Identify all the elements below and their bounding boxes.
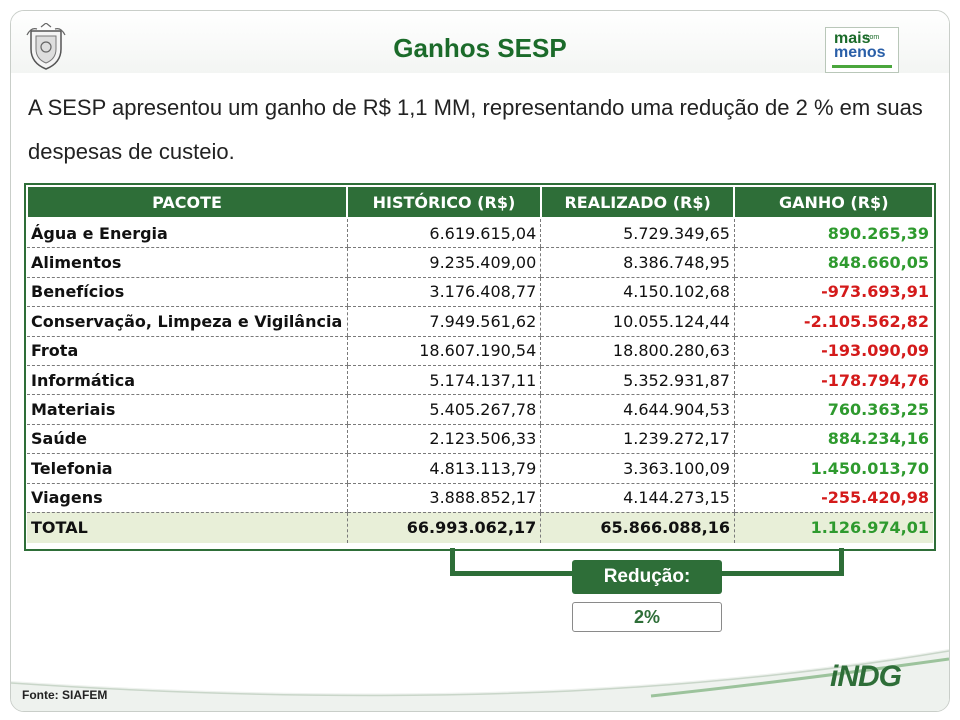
cell-historico: 66.993.062,17 (346, 512, 541, 543)
cell-ganho: -178.794,76 (733, 365, 933, 396)
table-row: Água e Energia 6.619.615,04 5.729.349,65 89… (27, 218, 933, 249)
cell-ganho: 1.450.013,70 (733, 453, 933, 484)
cell-pacote: TOTAL (27, 512, 348, 543)
table-header-row: PACOTE HISTÓRICO (R$) REALIZADO (R$) GAN… (25, 185, 934, 219)
table-row: Conservação, Limpeza e Vigilância 7.949.5… (27, 306, 933, 337)
col-header-pacote: PACOTE (25, 185, 349, 219)
cell-pacote: Conservação, Limpeza e Vigilância (27, 306, 348, 337)
cell-historico: 3.888.852,17 (346, 483, 541, 513)
cell-historico: 7.949.561,62 (346, 306, 541, 337)
cell-ganho: -193.090,09 (733, 336, 933, 366)
cell-historico: 18.607.190,54 (346, 336, 541, 366)
cell-pacote: Telefonia (27, 453, 348, 484)
coat-of-arms-icon (26, 23, 66, 70)
cell-ganho: -255.420,98 (733, 483, 933, 513)
table-row: Informática 5.174.137,11 5.352.931,87 -178.… (27, 365, 933, 396)
table-row: Alimentos 9.235.409,00 8.386.748,95 848.660… (27, 247, 933, 278)
cell-ganho: 890.265,39 (733, 218, 933, 249)
cell-realizado: 4.144.273,15 (540, 483, 735, 513)
col-header-realizado: REALIZADO (R$) (539, 185, 736, 219)
col-header-historico: HISTÓRICO (R$) (346, 185, 542, 219)
cell-historico: 5.174.137,11 (346, 365, 541, 396)
cell-realizado: 4.150.102,68 (540, 277, 735, 308)
cell-pacote: Saúde (27, 424, 348, 455)
table-row: Saúde 2.123.506,33 1.239.272,17 884.234,16 (27, 424, 933, 455)
table-row: Frota 18.607.190,54 18.800.280,63 -193.090,… (27, 336, 933, 366)
cell-realizado: 8.386.748,95 (540, 247, 735, 278)
footer-swoosh-decoration (11, 649, 949, 711)
logo-text-bottom: menos (834, 44, 886, 61)
cell-pacote: Água e Energia (27, 218, 348, 249)
cell-pacote: Viagens (27, 483, 348, 513)
cell-realizado: 10.055.124,44 (540, 306, 735, 337)
table-row: Benefícios 3.176.408,77 4.150.102,68 -973.6… (27, 277, 933, 308)
cell-historico: 6.619.615,04 (346, 218, 541, 249)
logo-underline (832, 65, 892, 68)
cell-ganho: 884.234,16 (733, 424, 933, 455)
table-total-row: TOTAL 66.993.062,17 65.866.088,16 1.126.974… (27, 512, 933, 543)
header-band (11, 11, 949, 73)
col-header-ganho: GANHO (R$) (733, 185, 934, 219)
cell-ganho: -973.693,91 (733, 277, 933, 308)
source-note: Fonte: SIAFEM (22, 688, 108, 702)
cell-pacote: Benefícios (27, 277, 348, 308)
cell-historico: 3.176.408,77 (346, 277, 541, 308)
indg-logo: iNDG (830, 660, 902, 693)
table-body: Água e Energia 6.619.615,04 5.729.349,65 89… (27, 218, 933, 543)
cell-pacote: Informática (27, 365, 348, 396)
cell-ganho: -2.105.562,82 (733, 306, 933, 337)
cell-realizado: 5.352.931,87 (540, 365, 735, 396)
reducao-value: 2% (572, 602, 722, 632)
cell-realizado: 5.729.349,65 (540, 218, 735, 249)
cell-ganho: 1.126.974,01 (733, 512, 933, 543)
cell-pacote: Alimentos (27, 247, 348, 278)
cell-realizado: 4.644.904,53 (540, 394, 735, 425)
cell-ganho: 760.363,25 (733, 394, 933, 425)
reducao-label: Redução: (572, 560, 722, 594)
cell-realizado: 3.363.100,09 (540, 453, 735, 484)
cell-historico: 4.813.113,79 (346, 453, 541, 484)
table-row: Viagens 3.888.852,17 4.144.273,15 -255.420,… (27, 483, 933, 513)
cell-realizado: 1.239.272,17 (540, 424, 735, 455)
cell-historico: 5.405.267,78 (346, 394, 541, 425)
cell-historico: 2.123.506,33 (346, 424, 541, 455)
mais-com-menos-logo: mais com menos (825, 27, 899, 73)
cell-historico: 9.235.409,00 (346, 247, 541, 278)
table-row: Telefonia 4.813.113,79 3.363.100,09 1.450.0… (27, 453, 933, 484)
page-title: Ganhos SESP (393, 33, 567, 63)
logo-text-top: mais (834, 30, 871, 47)
cell-pacote: Frota (27, 336, 348, 366)
cell-pacote: Materiais (27, 394, 348, 425)
cost-table: PACOTE HISTÓRICO (R$) REALIZADO (R$) GAN… (25, 185, 934, 543)
logo-text-sup: com (866, 34, 880, 41)
cell-realizado: 18.800.280,63 (540, 336, 735, 366)
table-row: Materiais 5.405.267,78 4.644.904,53 760.363… (27, 394, 933, 425)
intro-text: A SESP apresentou um ganho de R$ 1,1 MM,… (28, 95, 923, 164)
cell-ganho: 848.660,05 (733, 247, 933, 278)
cell-realizado: 65.866.088,16 (540, 512, 735, 543)
